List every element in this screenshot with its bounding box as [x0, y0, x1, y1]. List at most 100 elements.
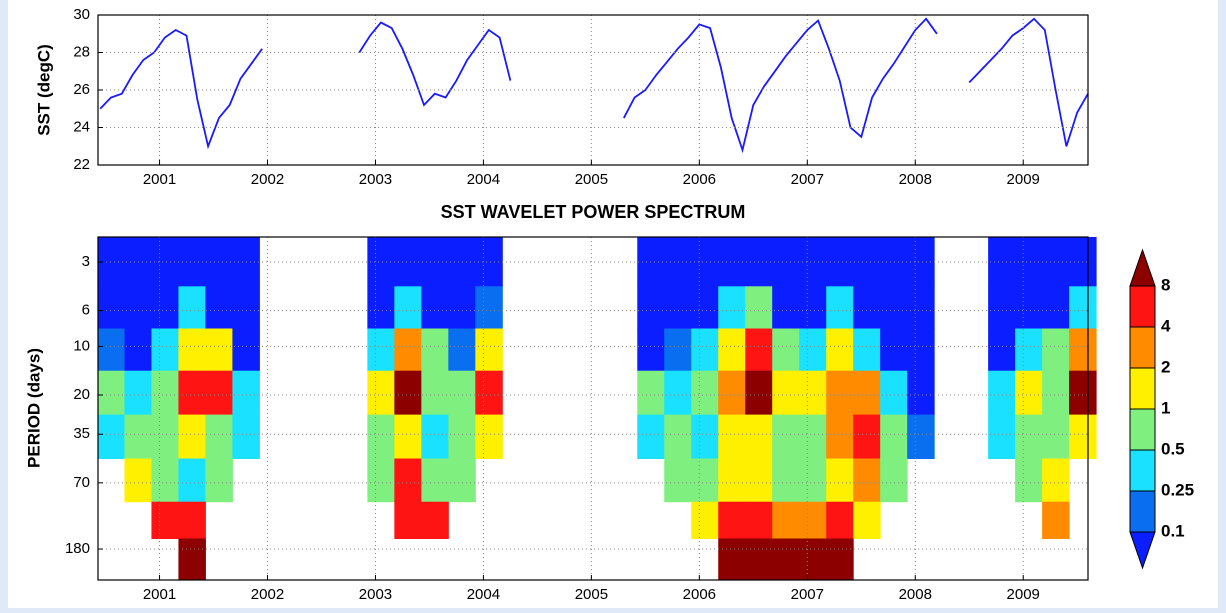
power-cell — [1069, 328, 1097, 372]
power-cell — [394, 328, 422, 372]
power-cell — [205, 237, 233, 287]
power-cell — [799, 286, 827, 329]
power-cell — [907, 414, 935, 460]
colorbar-band — [1129, 285, 1156, 328]
colorbar-band — [1129, 408, 1156, 451]
power-cell — [151, 286, 179, 329]
power-cell — [988, 414, 1016, 460]
power-cell — [421, 286, 449, 329]
plot-frame — [97, 14, 1089, 166]
power-cell — [475, 328, 503, 372]
power-cell — [205, 370, 233, 416]
power-cell — [178, 286, 206, 329]
x-tick-label: 2001 — [143, 171, 176, 188]
power-cell — [907, 370, 935, 416]
power-cell — [826, 286, 854, 329]
power-cell — [826, 328, 854, 372]
y-tick-label: 28 — [73, 43, 90, 60]
power-cell — [853, 286, 881, 329]
colorbar-label: 2 — [1161, 357, 1170, 376]
power-cell — [97, 286, 125, 329]
power-cell — [718, 414, 746, 460]
power-cell — [718, 501, 746, 540]
power-cell — [664, 414, 692, 460]
power-cell — [178, 538, 206, 581]
power-cell — [367, 458, 395, 503]
x-tick-label: 2009 — [1007, 586, 1040, 603]
colorbar-band — [1129, 367, 1156, 410]
power-cell — [394, 286, 422, 329]
y-axis-label: SST (degC) — [34, 44, 53, 136]
power-cell — [124, 414, 152, 460]
y-tick-label: 24 — [73, 118, 90, 135]
power-cell — [745, 328, 773, 372]
power-cell — [772, 237, 800, 287]
power-cell — [1042, 458, 1070, 503]
y-tick-label: 30 — [73, 6, 90, 23]
power-cell — [772, 414, 800, 460]
x-tick-label: 2001 — [143, 586, 176, 603]
power-cell — [637, 237, 665, 287]
power-cell — [691, 458, 719, 503]
power-cell — [124, 458, 152, 503]
power-cell — [853, 328, 881, 372]
x-tick-label: 2002 — [251, 171, 284, 188]
power-cell — [475, 414, 503, 460]
power-cell — [664, 237, 692, 287]
power-cell — [232, 328, 260, 372]
power-cell — [880, 458, 908, 503]
power-cell — [907, 328, 935, 372]
y-tick-label: 22 — [73, 156, 90, 173]
power-cell — [1069, 414, 1097, 460]
power-cell — [1015, 414, 1043, 460]
power-cell — [826, 501, 854, 540]
power-cell — [880, 237, 908, 287]
power-cell — [151, 458, 179, 503]
power-cell — [691, 286, 719, 329]
power-cell — [988, 286, 1016, 329]
power-cell — [421, 328, 449, 372]
power-cell — [880, 414, 908, 460]
x-tick-label: 2005 — [575, 586, 608, 603]
power-cell — [880, 286, 908, 329]
power-cell — [448, 458, 476, 503]
colorbar-label: 8 — [1161, 275, 1170, 294]
power-cell — [745, 501, 773, 540]
plot-frame — [97, 236, 1089, 581]
power-cell — [691, 370, 719, 416]
power-cell — [1042, 501, 1070, 540]
y-tick-label: 35 — [73, 425, 90, 442]
power-cell — [1042, 328, 1070, 372]
power-cell — [718, 458, 746, 503]
power-cell — [151, 370, 179, 416]
power-cell — [421, 414, 449, 460]
power-cell — [178, 237, 206, 287]
y-tick-label: 3 — [82, 253, 90, 270]
power-cell — [1042, 370, 1070, 416]
power-cell — [178, 458, 206, 503]
power-cell — [1042, 286, 1070, 329]
power-cell — [1069, 286, 1097, 329]
power-cell — [691, 501, 719, 540]
y-tick-label: 20 — [73, 386, 90, 403]
power-cell — [448, 286, 476, 329]
power-cell — [205, 458, 233, 503]
x-tick-label: 2006 — [683, 586, 716, 603]
power-cell — [367, 370, 395, 416]
power-cell — [772, 370, 800, 416]
power-cell — [745, 286, 773, 329]
power-cell — [1015, 370, 1043, 416]
power-cell — [97, 370, 125, 416]
power-cell — [799, 458, 827, 503]
power-cell — [718, 328, 746, 372]
power-cell — [745, 538, 773, 581]
power-cell — [637, 286, 665, 329]
power-cell — [772, 458, 800, 503]
power-cell — [691, 414, 719, 460]
power-cell — [151, 501, 179, 540]
power-cell — [799, 370, 827, 416]
power-cell — [853, 458, 881, 503]
y-tick-label: 10 — [73, 337, 90, 354]
power-cell — [826, 458, 854, 503]
power-cell — [178, 370, 206, 416]
